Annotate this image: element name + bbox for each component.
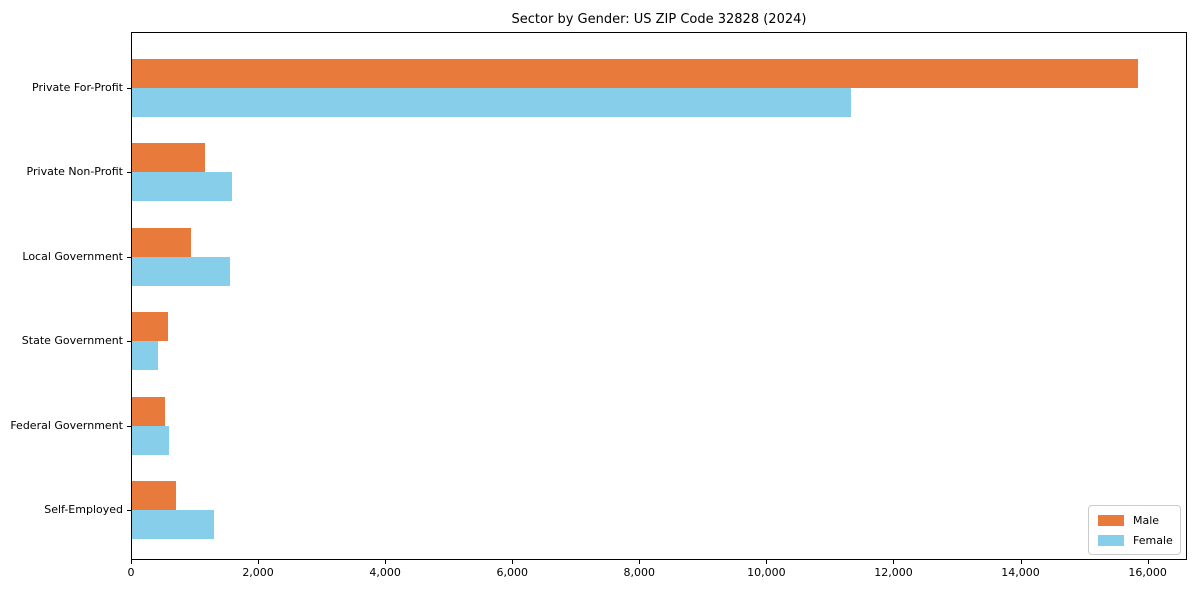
bar-male-1 [132,143,205,173]
bar-female-2 [132,256,230,286]
y-tick-mark [127,172,131,174]
legend-label-male: Male [1133,513,1160,527]
x-tick-mark [893,560,895,564]
bar-female-3 [132,341,158,371]
male-color-swatch [1098,514,1124,526]
x-tick-label: 8,000 [623,566,656,579]
bar-male-3 [132,312,168,342]
legend-item-female: Female [1098,532,1173,548]
x-tick-label: 14,000 [1001,566,1040,579]
y-tick-label: State Government [21,334,123,348]
x-tick-mark [639,560,641,564]
x-tick-label: 2,000 [242,566,274,579]
legend: Male Female [1088,505,1181,555]
y-tick-mark [127,341,131,343]
x-tick-mark [512,560,514,564]
x-tick-label: 16,000 [1128,566,1167,579]
bar-female-4 [132,425,169,455]
y-tick-label: Self-Employed [44,503,123,516]
y-tick-label: Federal Government [10,418,123,432]
bar-male-5 [132,481,176,510]
x-tick-mark [766,560,768,564]
bar-female-1 [132,172,232,202]
x-tick-label: 10,000 [747,566,786,579]
x-tick-mark [131,560,132,564]
chart-title: Sector by Gender: US ZIP Code 32828 (202… [511,12,807,27]
x-tick-mark [385,560,387,564]
bar-female-5 [132,510,214,539]
x-tick-label: 6,000 [496,566,528,579]
x-tick-label: 4,000 [369,566,401,579]
bar-male-2 [132,227,191,257]
bar-female-0 [132,88,851,117]
y-tick-mark [127,256,131,258]
x-tick-mark [258,560,260,564]
legend-item-male: Male [1098,512,1172,528]
x-tick-label: 0 [127,566,135,579]
y-tick-label: Private For-Profit [32,81,123,94]
x-tick-mark [1020,560,1022,564]
y-tick-label: Private Non-Profit [26,165,123,179]
bar-male-0 [132,59,1138,88]
bar-male-4 [132,396,165,426]
y-tick-mark [127,425,131,427]
x-tick-label: 12,000 [874,566,913,579]
plot-area [131,32,1187,560]
x-tick-mark [1147,560,1149,564]
legend-label-female: Female [1133,533,1173,547]
y-tick-mark [127,510,131,511]
y-tick-mark [127,88,131,89]
female-color-swatch [1098,534,1124,546]
y-tick-label: Local Government [22,249,123,263]
